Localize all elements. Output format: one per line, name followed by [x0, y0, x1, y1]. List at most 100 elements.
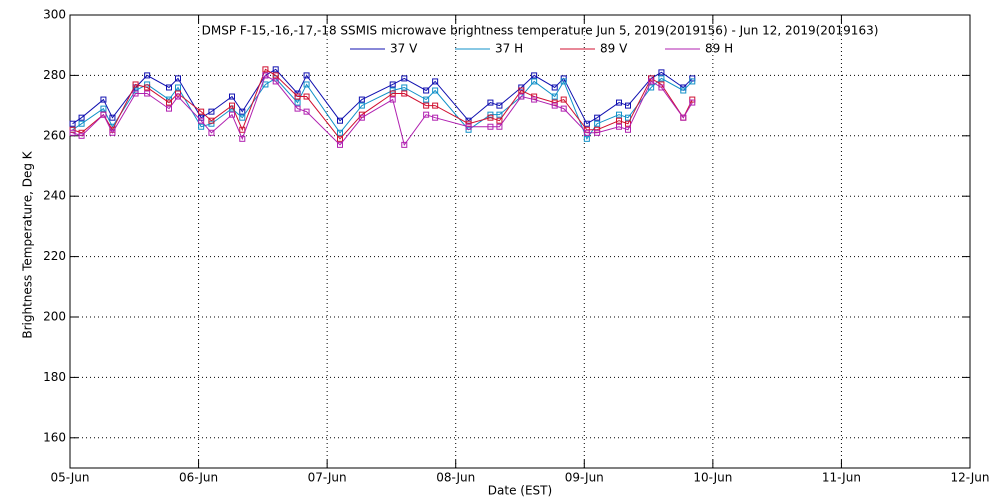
point-marker [132, 90, 139, 97]
x-tick-label: 06-Jun [179, 471, 218, 485]
point-marker [658, 69, 665, 76]
point-marker [560, 96, 567, 103]
legend-label: 89 H [705, 42, 733, 56]
y-tick-label: 200 [43, 310, 66, 324]
point-marker [144, 84, 151, 91]
legend-label: 89 V [600, 42, 628, 56]
point-marker [625, 126, 631, 133]
point-marker [272, 72, 279, 79]
point-marker [337, 129, 343, 136]
point-marker [496, 117, 503, 124]
chart-title: DMSP F-15,-16,-17,-18 SSMIS microwave br… [202, 24, 879, 38]
point-marker [401, 141, 408, 148]
point-marker [680, 114, 687, 121]
point-marker [69, 120, 76, 127]
point-marker [337, 141, 343, 148]
point-marker [594, 114, 601, 121]
point-marker [583, 129, 590, 136]
point-marker [78, 132, 85, 139]
series-line [72, 68, 693, 140]
point-marker [531, 96, 538, 103]
y-tick-label: 280 [43, 68, 66, 82]
x-tick-label: 12-Jun [950, 471, 989, 485]
point-marker [432, 114, 439, 121]
point-marker [432, 78, 439, 85]
x-tick-label: 07-Jun [308, 471, 347, 485]
point-marker [166, 99, 172, 106]
point-marker [229, 102, 235, 109]
x-axis-label: Date (EST) [488, 484, 552, 498]
point-marker [198, 108, 205, 115]
point-marker [208, 117, 215, 124]
point-marker [144, 72, 151, 79]
point-marker [496, 102, 503, 109]
point-marker [616, 123, 622, 130]
point-marker [401, 84, 408, 91]
point-marker [689, 99, 696, 106]
point-marker [389, 81, 396, 88]
point-marker [262, 72, 269, 79]
point-marker [551, 93, 558, 100]
point-marker [208, 108, 215, 115]
point-marker [175, 75, 181, 82]
y-tick-label: 300 [43, 8, 66, 22]
point-marker [518, 93, 525, 100]
point-marker [358, 96, 365, 103]
point-marker [132, 81, 139, 88]
point-marker [625, 102, 631, 109]
point-marker [487, 123, 494, 130]
point-marker [389, 87, 396, 94]
y-tick-label: 240 [43, 189, 66, 203]
point-marker [144, 90, 151, 97]
point-marker [689, 96, 696, 103]
point-marker [175, 84, 181, 91]
point-marker [465, 123, 472, 130]
point-marker [518, 87, 525, 94]
point-marker [689, 78, 696, 85]
point-marker [229, 93, 235, 100]
point-marker [432, 87, 439, 94]
x-tick-label: 10-Jun [693, 471, 732, 485]
point-marker [465, 120, 472, 127]
point-marker [337, 135, 343, 142]
point-marker [109, 114, 116, 121]
point-marker [109, 129, 116, 136]
legend-label: 37 H [495, 42, 523, 56]
series-line [72, 77, 693, 140]
point-marker [658, 84, 665, 91]
point-marker [423, 111, 430, 118]
point-marker [239, 114, 246, 121]
point-marker [337, 117, 343, 124]
point-marker [531, 72, 538, 79]
point-marker [69, 129, 76, 136]
point-marker [239, 126, 246, 133]
point-marker [303, 81, 310, 88]
point-marker [262, 66, 269, 73]
point-marker [69, 126, 76, 133]
point-marker [423, 102, 430, 109]
point-marker [78, 120, 85, 127]
y-tick-label: 260 [43, 128, 66, 142]
point-marker [616, 117, 622, 124]
point-marker [303, 72, 310, 79]
point-marker [100, 96, 107, 103]
point-marker [294, 93, 301, 100]
point-marker [294, 99, 301, 106]
point-marker [198, 123, 205, 130]
point-marker [594, 126, 601, 133]
point-marker [487, 114, 494, 121]
point-marker [303, 93, 310, 100]
point-marker [239, 108, 246, 115]
point-marker [487, 99, 494, 106]
point-marker [198, 117, 205, 124]
point-marker [487, 111, 494, 118]
point-marker [229, 111, 235, 118]
y-axis-label: Brightness Temperature, Deg K [21, 150, 35, 338]
x-tick-label: 09-Jun [565, 471, 604, 485]
point-marker [239, 135, 246, 142]
y-tick-label: 220 [43, 249, 66, 263]
point-marker [294, 105, 301, 112]
point-marker [423, 87, 430, 94]
plot-frame [69, 14, 971, 469]
